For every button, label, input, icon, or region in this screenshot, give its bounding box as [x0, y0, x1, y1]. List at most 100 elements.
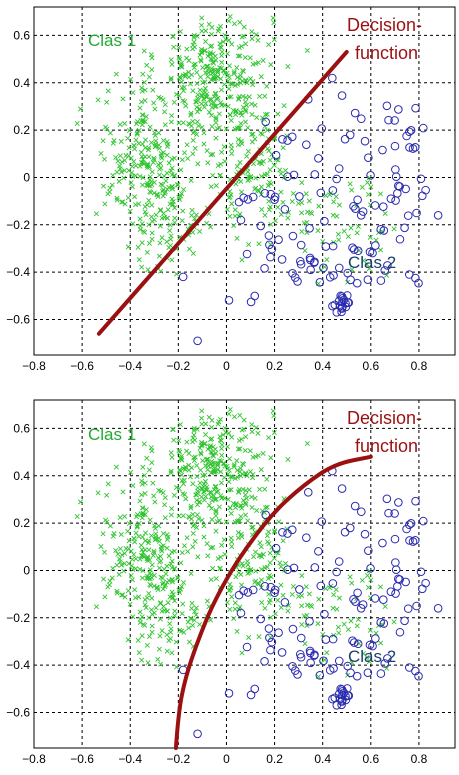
class-2-point	[193, 336, 202, 346]
class-2-point	[250, 291, 260, 301]
class-1-point	[366, 266, 372, 272]
class-1-point	[282, 567, 288, 573]
class-2-point	[394, 498, 403, 507]
class-1-point	[238, 178, 244, 184]
class-2-point	[346, 668, 355, 678]
class-1-point	[191, 432, 197, 438]
class-1-point	[180, 491, 186, 497]
class-1-point	[232, 600, 238, 606]
class-1-point	[218, 45, 224, 51]
class-1-point	[176, 486, 182, 492]
class-1-point	[147, 124, 153, 130]
class-1-point	[122, 550, 128, 556]
class-1-point	[235, 53, 241, 59]
class-1-point	[258, 467, 264, 473]
class-2-point	[370, 594, 380, 603]
class-1-point	[128, 573, 134, 579]
class-1-point	[149, 236, 155, 242]
class-1-point	[179, 79, 185, 85]
class-1-point	[154, 584, 160, 590]
class-1-point	[203, 101, 209, 107]
class-1-point	[208, 494, 214, 500]
class-1-point	[178, 560, 184, 566]
class-1-point	[135, 244, 141, 250]
class-1-point	[246, 634, 252, 641]
class-1-point	[239, 141, 245, 147]
class-1-point	[119, 159, 125, 165]
class-1-point	[136, 201, 142, 207]
class-2-point	[418, 123, 428, 133]
class-1-point	[149, 202, 155, 208]
class-1-point	[208, 461, 214, 467]
class-1-point	[240, 461, 247, 467]
class-1-point	[190, 622, 196, 628]
class-1-point	[205, 67, 211, 73]
class-1-point	[226, 456, 232, 462]
class-1-point	[242, 448, 248, 454]
class-1-point	[148, 582, 154, 589]
class-1-point	[299, 622, 305, 628]
class-1-point	[172, 220, 178, 226]
class-1-point	[166, 553, 172, 559]
class-2-point	[330, 693, 340, 703]
class-2-point	[366, 170, 375, 180]
class-1-point	[215, 460, 221, 466]
class-1-point	[117, 514, 123, 521]
class-1-label: Clas 1	[88, 31, 136, 50]
class-1-point	[239, 534, 245, 540]
class-1-point	[307, 602, 313, 609]
class-1-point	[158, 268, 164, 274]
class-2-point	[376, 669, 386, 678]
class-1-point	[134, 524, 140, 530]
class-2-point	[344, 298, 354, 307]
class-1-point	[102, 201, 108, 207]
class-2-point	[338, 302, 347, 312]
class-2-point	[412, 601, 421, 611]
class-1-point	[105, 88, 111, 94]
class-1-point	[149, 448, 155, 454]
class-1-point	[238, 571, 244, 577]
class-2-point	[328, 694, 337, 704]
class-2-point	[287, 132, 297, 142]
class-2-point	[242, 249, 252, 259]
class-1-point	[169, 558, 175, 564]
class-1-point	[125, 588, 131, 594]
class-1-point	[142, 145, 148, 151]
class-2-point	[350, 108, 360, 118]
class-1-point	[211, 487, 217, 493]
class-1-point	[213, 576, 219, 582]
class-1-point	[188, 570, 194, 576]
class-1-point	[250, 131, 256, 137]
class-1-point	[194, 109, 201, 115]
class-1-point	[194, 497, 200, 503]
class-1-point	[153, 605, 159, 611]
class-1-point	[118, 169, 124, 175]
class-1-point	[133, 137, 139, 143]
class-1-point	[171, 99, 177, 105]
class-1-point	[211, 493, 217, 499]
class-1-point	[215, 95, 221, 101]
class-1-point	[336, 202, 342, 208]
class-1-point	[230, 500, 237, 506]
class-1-point	[181, 84, 187, 90]
class-1-point	[106, 582, 113, 588]
class-1-point	[194, 131, 200, 137]
class-2-point	[271, 543, 281, 553]
class-1-point	[227, 587, 233, 593]
class-1-point	[122, 120, 128, 127]
class-1-point	[258, 544, 264, 550]
class-1-point	[198, 74, 204, 80]
class-2-point	[401, 184, 410, 194]
class-1-point	[240, 68, 247, 74]
class-2-point	[277, 255, 287, 264]
class-1-point	[266, 600, 272, 606]
class-1-point	[127, 208, 133, 214]
class-2-point	[260, 582, 270, 591]
class-1-point	[131, 159, 137, 165]
class-1-point	[123, 546, 129, 552]
class-2-point	[314, 154, 323, 163]
class-2-point	[302, 533, 311, 542]
class-1-point	[226, 63, 232, 69]
class-1-point	[212, 484, 218, 490]
class-1-point	[203, 463, 209, 469]
